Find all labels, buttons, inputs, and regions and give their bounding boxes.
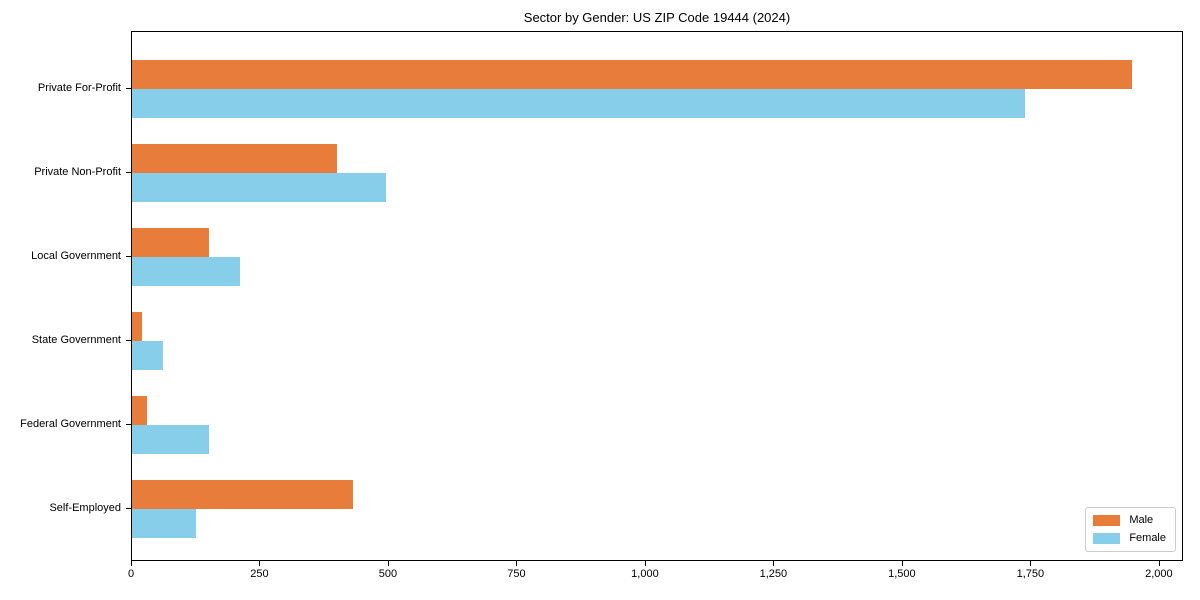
bar-female-state-government	[132, 340, 163, 370]
bar-female-local-government	[132, 256, 240, 286]
legend-swatch-male	[1093, 514, 1121, 526]
bar-group-federal-government	[132, 395, 1182, 454]
bar-female-private-non-profit	[132, 172, 386, 202]
x-axis-tick-1,000	[644, 561, 646, 566]
y-axis-tick-private-non-profit	[126, 171, 131, 173]
y-axis-label-private-non-profit: Private Non-Profit	[34, 165, 121, 178]
y-axis-tick-federal-government	[126, 423, 131, 425]
bar-female-federal-government	[132, 424, 209, 454]
bar-group-state-government	[132, 311, 1182, 370]
bar-group-self-employed	[132, 479, 1182, 538]
x-axis-tick-label-500: 500	[378, 568, 398, 580]
bar-male-state-government	[132, 311, 143, 341]
x-axis-tick-500	[387, 561, 389, 566]
x-axis-tick-2,000	[1158, 561, 1160, 566]
bar-female-private-for-profit	[132, 88, 1025, 118]
bar-group-private-for-profit	[132, 59, 1182, 118]
x-axis-tick-label-0: 0	[127, 568, 135, 580]
x-axis-tick-label-1,250: 1,250	[759, 568, 788, 580]
y-axis-tick-self-employed	[126, 507, 131, 509]
legend-swatch-female	[1093, 532, 1121, 544]
plot-area: Male Female	[131, 31, 1183, 561]
x-axis-tick-label-1,750: 1,750	[1016, 568, 1045, 580]
bar-male-private-for-profit	[132, 59, 1133, 89]
bar-group-private-non-profit	[132, 143, 1182, 202]
bar-male-federal-government	[132, 395, 148, 425]
y-axis-tick-private-for-profit	[126, 87, 131, 89]
x-axis-tick-750	[516, 561, 518, 566]
x-axis-tick-1,750	[1030, 561, 1032, 566]
legend-label-male: Male	[1129, 514, 1154, 526]
y-axis-tick-state-government	[126, 339, 131, 341]
legend-label-female: Female	[1129, 532, 1166, 544]
y-axis-tick-local-government	[126, 255, 131, 257]
x-axis-tick-label-1,500: 1,500	[888, 568, 916, 580]
y-axis-label-self-employed: Self-Employed	[49, 501, 121, 514]
bar-male-self-employed	[132, 479, 353, 509]
x-axis-tick-1,250	[773, 561, 775, 566]
legend-item-male: Male	[1093, 514, 1166, 526]
bar-male-private-non-profit	[132, 143, 338, 173]
y-axis-label-local-government: Local Government	[31, 249, 121, 262]
x-axis-tick-label-250: 250	[250, 568, 269, 580]
bar-female-self-employed	[132, 508, 197, 538]
bar-male-local-government	[132, 227, 209, 257]
x-axis-tick-label-1,000: 1,000	[631, 568, 659, 580]
y-axis-label-private-for-profit: Private For-Profit	[37, 81, 121, 94]
legend: Male Female	[1085, 507, 1176, 552]
x-axis-tick-1,500	[901, 561, 903, 566]
x-axis-tick-label-2,000: 2,000	[1145, 568, 1173, 580]
x-axis-tick-250	[259, 561, 261, 566]
chart-title: Sector by Gender: US ZIP Code 19444 (202…	[523, 10, 791, 25]
bar-group-local-government	[132, 227, 1182, 286]
y-axis-label-state-government: State Government	[31, 333, 121, 346]
x-axis-tick-label-750: 750	[507, 568, 526, 580]
y-axis-label-federal-government: Federal Government	[20, 417, 121, 430]
x-axis-tick-0	[131, 561, 132, 566]
legend-item-female: Female	[1093, 532, 1166, 544]
